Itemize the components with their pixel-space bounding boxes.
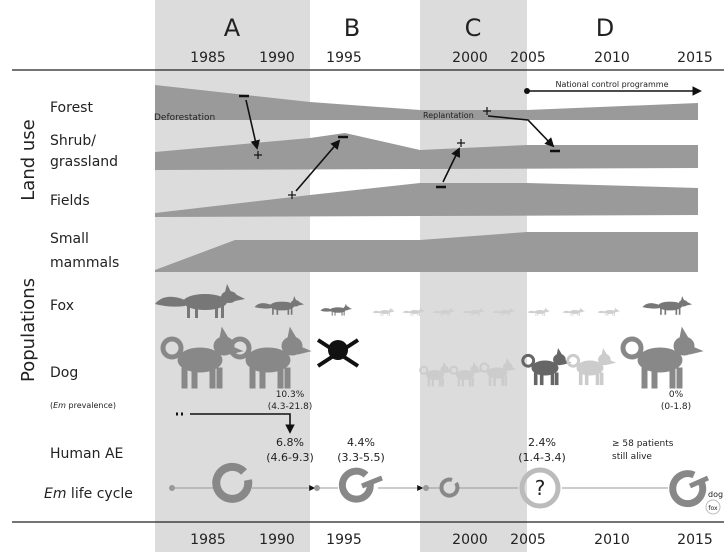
fox-icon xyxy=(321,304,353,316)
patients: still alive xyxy=(612,452,652,462)
incidence: 2.4% xyxy=(528,436,556,449)
skull-icon xyxy=(318,340,358,366)
row-label: Fox xyxy=(50,298,74,314)
years-top: 1985 1990 1995 2000 2005 2010 2015 xyxy=(190,50,713,66)
year-label: 2000 xyxy=(452,50,488,66)
period-label: C xyxy=(465,14,482,42)
row-label: Fields xyxy=(50,193,90,209)
year-label: 1985 xyxy=(190,532,226,548)
year-label: 2010 xyxy=(594,532,630,548)
year-label: 1995 xyxy=(326,532,362,548)
prevalence-ci: (0-1.8) xyxy=(661,402,691,412)
row-label: Em life cycle xyxy=(44,486,133,502)
incidence-ci: (4.6-9.3) xyxy=(266,451,314,464)
year-label: 2015 xyxy=(677,532,713,548)
dog-icon xyxy=(568,349,615,385)
incidence-ci: (3.3-5.5) xyxy=(337,451,385,464)
row-label: grassland xyxy=(50,154,118,170)
incidence-ci: (1.4-3.4) xyxy=(518,451,566,464)
dog-icon xyxy=(623,328,702,388)
text: Em xyxy=(53,401,66,410)
period-label: D xyxy=(596,14,614,42)
row-label: Small xyxy=(50,231,89,247)
year-label: 1985 xyxy=(190,50,226,66)
period-label: B xyxy=(344,14,360,42)
year-label: 2000 xyxy=(452,532,488,548)
year-label: 1990 xyxy=(259,50,295,66)
annotation: Deforestation xyxy=(154,113,215,123)
dog-icon xyxy=(523,349,570,385)
prevalence: 0% xyxy=(669,390,684,400)
patients: ≥ 58 patients xyxy=(612,439,674,449)
years-bottom: 1985 1990 1995 2000 2005 2010 2015 xyxy=(190,532,713,548)
row-label: Dog xyxy=(50,365,78,381)
row-label: mammals xyxy=(50,255,119,271)
period-shade xyxy=(420,0,527,552)
group-label: Populations xyxy=(18,278,39,382)
period-label: A xyxy=(224,14,241,42)
prevalence-ci: (4.3-21.8) xyxy=(268,402,313,412)
year-label: 2005 xyxy=(510,50,546,66)
text: Em xyxy=(44,486,66,502)
row-label: Forest xyxy=(50,100,93,116)
text: life cycle xyxy=(66,486,132,502)
figure: A B C D 1985 1990 1995 2000 2005 2010 2015 198… xyxy=(0,0,724,552)
host-label: fox xyxy=(708,505,718,512)
text: prevalence) xyxy=(66,401,116,410)
row-label: Human AE xyxy=(50,446,123,462)
year-label: 2005 xyxy=(510,532,546,548)
year-label: 1990 xyxy=(259,532,295,548)
unknown-mark: ? xyxy=(535,476,546,500)
programme-label: National control programme xyxy=(555,80,668,89)
fox-icon xyxy=(643,296,693,315)
incidence: 6.8% xyxy=(276,436,304,449)
year-label: 2015 xyxy=(677,50,713,66)
row-label: Shrub/ xyxy=(50,133,96,149)
year-label: 1995 xyxy=(326,50,362,66)
prevalence: 10.3% xyxy=(276,390,305,400)
year-label: 2010 xyxy=(594,50,630,66)
group-label: Land use xyxy=(18,119,39,200)
host-label: dog xyxy=(708,490,723,499)
annotation: Replantation xyxy=(423,111,474,120)
row-note: (Em prevalence) xyxy=(50,401,116,410)
incidence: 4.4% xyxy=(347,436,375,449)
